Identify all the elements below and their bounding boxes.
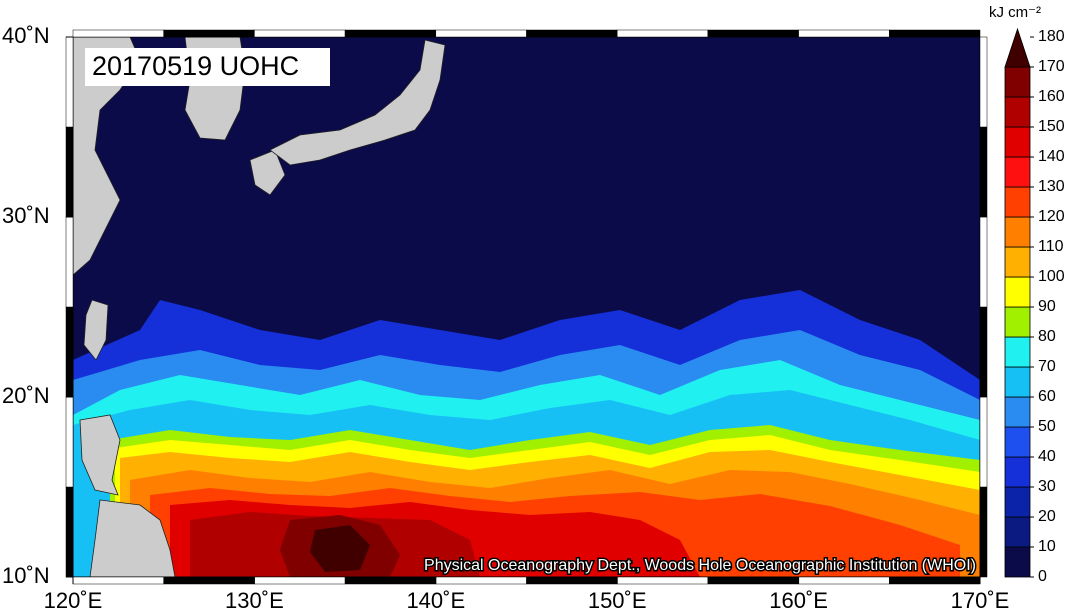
frame-segment (616, 29, 709, 38)
band-core (310, 525, 370, 572)
colorbar-tick-label: 110 (1038, 238, 1064, 255)
frame-segment (979, 486, 988, 578)
frame-segment (979, 126, 988, 218)
frame-segment (65, 126, 74, 218)
colorbar-segment (1004, 66, 1031, 98)
colorbar-tick-label: 130 (1038, 178, 1065, 195)
kyushu (249, 149, 286, 196)
title-box (85, 48, 330, 86)
frame-segment (979, 396, 988, 488)
title: 20170519 UOHC (92, 51, 299, 81)
frame-segment (979, 306, 988, 398)
colorbar-segment (1004, 216, 1031, 248)
lat-tick-label: 30˚N (2, 203, 50, 228)
frame-segment (435, 576, 527, 585)
lat-tick-label: 20˚N (2, 383, 50, 408)
colorbar-tick-label: 150 (1038, 118, 1065, 135)
colorbar-tick-label: 30 (1038, 478, 1056, 495)
frame-segment (163, 576, 255, 585)
colorbar-segment (1004, 306, 1031, 338)
luzon (79, 414, 121, 496)
frame-segment (707, 576, 799, 585)
frame-segment (889, 29, 981, 38)
frame-segment (616, 576, 709, 585)
colorbar-tick-label: 50 (1038, 418, 1056, 435)
colorbar-unit: kJ cm⁻² (989, 4, 1041, 21)
colorbar-segment (1004, 426, 1031, 458)
frame-segment (254, 576, 346, 585)
lon-tick-label: 170˚E (951, 588, 1010, 613)
land (72, 36, 446, 578)
frame-segment (435, 29, 527, 38)
frame-segment (798, 576, 890, 585)
colorbar-tick-label: 140 (1038, 148, 1065, 165)
colorbar-segment (1004, 336, 1031, 368)
colorbar-tick-label: 160 (1038, 88, 1065, 105)
lon-tick-label: 130˚E (225, 588, 284, 613)
colorbar-tick-label: 120 (1038, 208, 1065, 225)
lon-tick-label: 140˚E (406, 588, 465, 613)
frame-segment (65, 396, 74, 488)
taiwan (83, 299, 109, 361)
colorbar-segment (1004, 156, 1031, 188)
lon-tick-label: 120˚E (44, 588, 103, 613)
colorbar-tick-label: 180 (1038, 28, 1065, 45)
colorbar-tick-label: 100 (1038, 268, 1065, 285)
colorbar-segment (1004, 246, 1031, 278)
lon-tick-label: 150˚E (588, 588, 647, 613)
colorbar-segment (1004, 546, 1031, 578)
frame-segment (65, 216, 74, 308)
colorbar-segment (1004, 276, 1031, 308)
colorbar-tick-label: 80 (1038, 328, 1056, 345)
colorbar-tick-label: 170 (1038, 58, 1065, 75)
frame-segment (979, 36, 988, 128)
frame-segment (979, 216, 988, 308)
colorbar-segment (1004, 96, 1031, 128)
colorbar-segment (1004, 366, 1031, 398)
colorbar-segment (1004, 456, 1031, 488)
frame-segment (526, 576, 618, 585)
frame-segment (889, 576, 981, 585)
frame-segment (344, 29, 437, 38)
frame-segment (72, 29, 164, 38)
frame (65, 29, 988, 585)
colorbar-tick-label: 60 (1038, 388, 1056, 405)
colorbar-tick-label: 40 (1038, 448, 1056, 465)
colorbar-segment (1004, 186, 1031, 218)
frame-segment (344, 576, 437, 585)
lat-tick-label: 10˚N (2, 563, 50, 588)
frame-segment (163, 29, 255, 38)
lat-tick-label: 40˚N (2, 23, 50, 48)
visayas-mindanao (89, 499, 176, 578)
frame-segment (65, 36, 74, 128)
frame-segment (65, 306, 74, 398)
map-body (72, 36, 980, 578)
lon-tick-label: 160˚E (769, 588, 828, 613)
colorbar-segment (1004, 486, 1031, 518)
colorbar-arrow (1004, 27, 1031, 68)
colorbar-segment (1004, 126, 1031, 158)
colorbar-tick-label: 20 (1038, 508, 1056, 525)
colorbar-segment (1004, 396, 1031, 428)
colorbar-tick-label: 0 (1038, 568, 1047, 585)
frame-segment (798, 29, 890, 38)
colorbar-segment (1004, 516, 1031, 548)
frame-segment (72, 576, 164, 585)
honshu (269, 39, 446, 166)
colorbar-tick-label: 10 (1038, 538, 1056, 555)
frame-segment (526, 29, 618, 38)
frame-segment (254, 29, 346, 38)
frame-segment (65, 486, 74, 578)
credit: Physical Oceanography Dept., Woods Hole … (424, 557, 976, 574)
colorbar-tick-label: 70 (1038, 358, 1056, 375)
frame-segment (707, 29, 799, 38)
colorbar-tick-label: 90 (1038, 298, 1056, 315)
